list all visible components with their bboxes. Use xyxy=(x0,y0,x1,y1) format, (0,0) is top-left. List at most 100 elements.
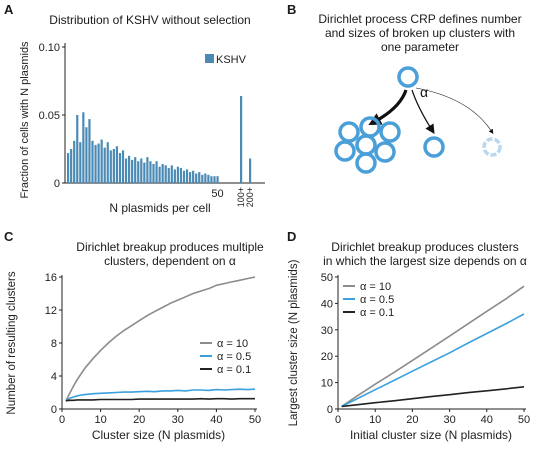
panel-letter-c: C xyxy=(4,229,14,244)
y-tick-label: 20 xyxy=(321,351,333,363)
chart-title-c: Dirichlet breakup produces multiple clus… xyxy=(50,240,290,268)
bar xyxy=(118,153,122,183)
bar xyxy=(161,163,164,183)
bar xyxy=(70,149,73,183)
bar xyxy=(249,158,252,183)
bar xyxy=(97,143,100,183)
legend-label: α = 10 xyxy=(360,281,391,293)
bar xyxy=(182,170,186,183)
bar xyxy=(176,166,179,183)
thin-arrow xyxy=(415,87,494,135)
bar xyxy=(198,172,201,183)
chart-title-c-line-2: clusters, dependent on α xyxy=(104,254,236,268)
bar xyxy=(152,163,155,183)
y-axis-label: Number of resulting clusters xyxy=(6,271,18,414)
series-line xyxy=(341,285,525,408)
y-tick-label: 0 xyxy=(54,178,60,190)
bar xyxy=(100,139,103,183)
chart-title-d-line-1: Dirichlet breakup produces clusters xyxy=(331,240,519,254)
x-tick-label: 50 xyxy=(518,414,530,426)
legend-label: α = 0.1 xyxy=(360,307,394,319)
bar xyxy=(88,119,91,183)
bar xyxy=(94,144,97,183)
legend-label: α = 0.1 xyxy=(217,364,251,376)
x-tick-label: 50 xyxy=(249,414,261,426)
x-tick-label: 30 xyxy=(172,414,184,426)
bar xyxy=(204,173,207,183)
bar xyxy=(201,174,204,183)
series-line xyxy=(65,388,256,402)
y-tick-label: 30 xyxy=(321,325,333,337)
y-axis-label: Largest cluster size (N plasmids) xyxy=(288,259,300,426)
series-line xyxy=(341,386,525,408)
series-line xyxy=(341,313,525,408)
x-tick-label: 40 xyxy=(481,414,493,426)
bar xyxy=(91,140,94,183)
cluster-circle xyxy=(374,141,396,163)
bar xyxy=(82,112,85,183)
chart-title-a: Distribution of KSHV without selection xyxy=(49,13,251,27)
x-axis-label: Initial cluster size (N plasmids) xyxy=(350,428,512,442)
bar xyxy=(149,161,152,183)
diagram-title-line-2: and sizes of broken up clusters with xyxy=(324,26,516,40)
y-tick-label: 50 xyxy=(321,272,333,284)
x-tick-label: 0 xyxy=(335,414,341,426)
medium-cluster-circle xyxy=(423,136,445,158)
bar xyxy=(146,157,149,183)
x-tick-label: 10 xyxy=(369,414,381,426)
bar xyxy=(73,140,76,183)
x-tick-label: 200+ xyxy=(245,187,255,207)
bar xyxy=(134,157,137,183)
bar xyxy=(128,155,131,183)
chart-title-d-line-2: in which the largest size depends on α xyxy=(323,254,527,268)
y-tick-label: 0.10 xyxy=(39,42,60,54)
y-tick-label: 12 xyxy=(45,305,57,317)
y-tick-label: 10 xyxy=(321,378,333,390)
cluster-circle xyxy=(338,121,360,143)
alpha-label: α xyxy=(420,84,428,100)
faded-cluster-circle xyxy=(482,137,502,157)
bar xyxy=(121,150,125,183)
bar xyxy=(179,168,183,183)
panel-letter-d: D xyxy=(287,229,297,244)
bar xyxy=(158,166,161,183)
bar xyxy=(76,115,79,183)
legend-label: α = 10 xyxy=(217,338,248,350)
x-tick-label: 100+ xyxy=(236,187,246,207)
bar xyxy=(195,173,198,183)
bar xyxy=(143,162,146,183)
bar xyxy=(189,172,192,183)
x-tick-label: 20 xyxy=(133,414,145,426)
bar xyxy=(170,165,173,183)
x-tick-label: 10 xyxy=(94,414,106,426)
diagram-title-line-1: Dirichlet process CRP defines number xyxy=(318,12,522,26)
bar xyxy=(185,169,189,183)
bar xyxy=(85,127,88,183)
y-tick-label: 0 xyxy=(51,404,57,416)
series-line xyxy=(65,276,256,402)
bar xyxy=(137,161,140,183)
chart-title-d: Dirichlet breakup produces clusters in w… xyxy=(300,240,550,268)
bar xyxy=(131,159,134,183)
x-axis-label: N plasmids per cell xyxy=(109,201,210,215)
thick-arrow xyxy=(368,89,408,126)
bar xyxy=(124,158,128,183)
x-tick-label: 40 xyxy=(210,414,222,426)
x-tick-label: 0 xyxy=(59,414,65,426)
legend-label: α = 0.5 xyxy=(217,351,251,363)
legend-swatch xyxy=(205,54,214,63)
bar xyxy=(240,95,243,183)
large-cluster xyxy=(334,116,401,174)
diagram-title-b: Dirichlet process CRP defines number and… xyxy=(295,12,545,54)
x-axis-label: Cluster size (N plasmids) xyxy=(92,428,225,442)
bar xyxy=(109,150,112,183)
cluster-circle xyxy=(379,121,401,143)
diagram-title-line-3: one parameter xyxy=(380,40,460,54)
bar xyxy=(216,176,219,183)
y-tick-label: 4 xyxy=(51,371,57,383)
source-circle xyxy=(397,66,419,88)
bar xyxy=(67,153,70,183)
bar xyxy=(164,165,167,183)
